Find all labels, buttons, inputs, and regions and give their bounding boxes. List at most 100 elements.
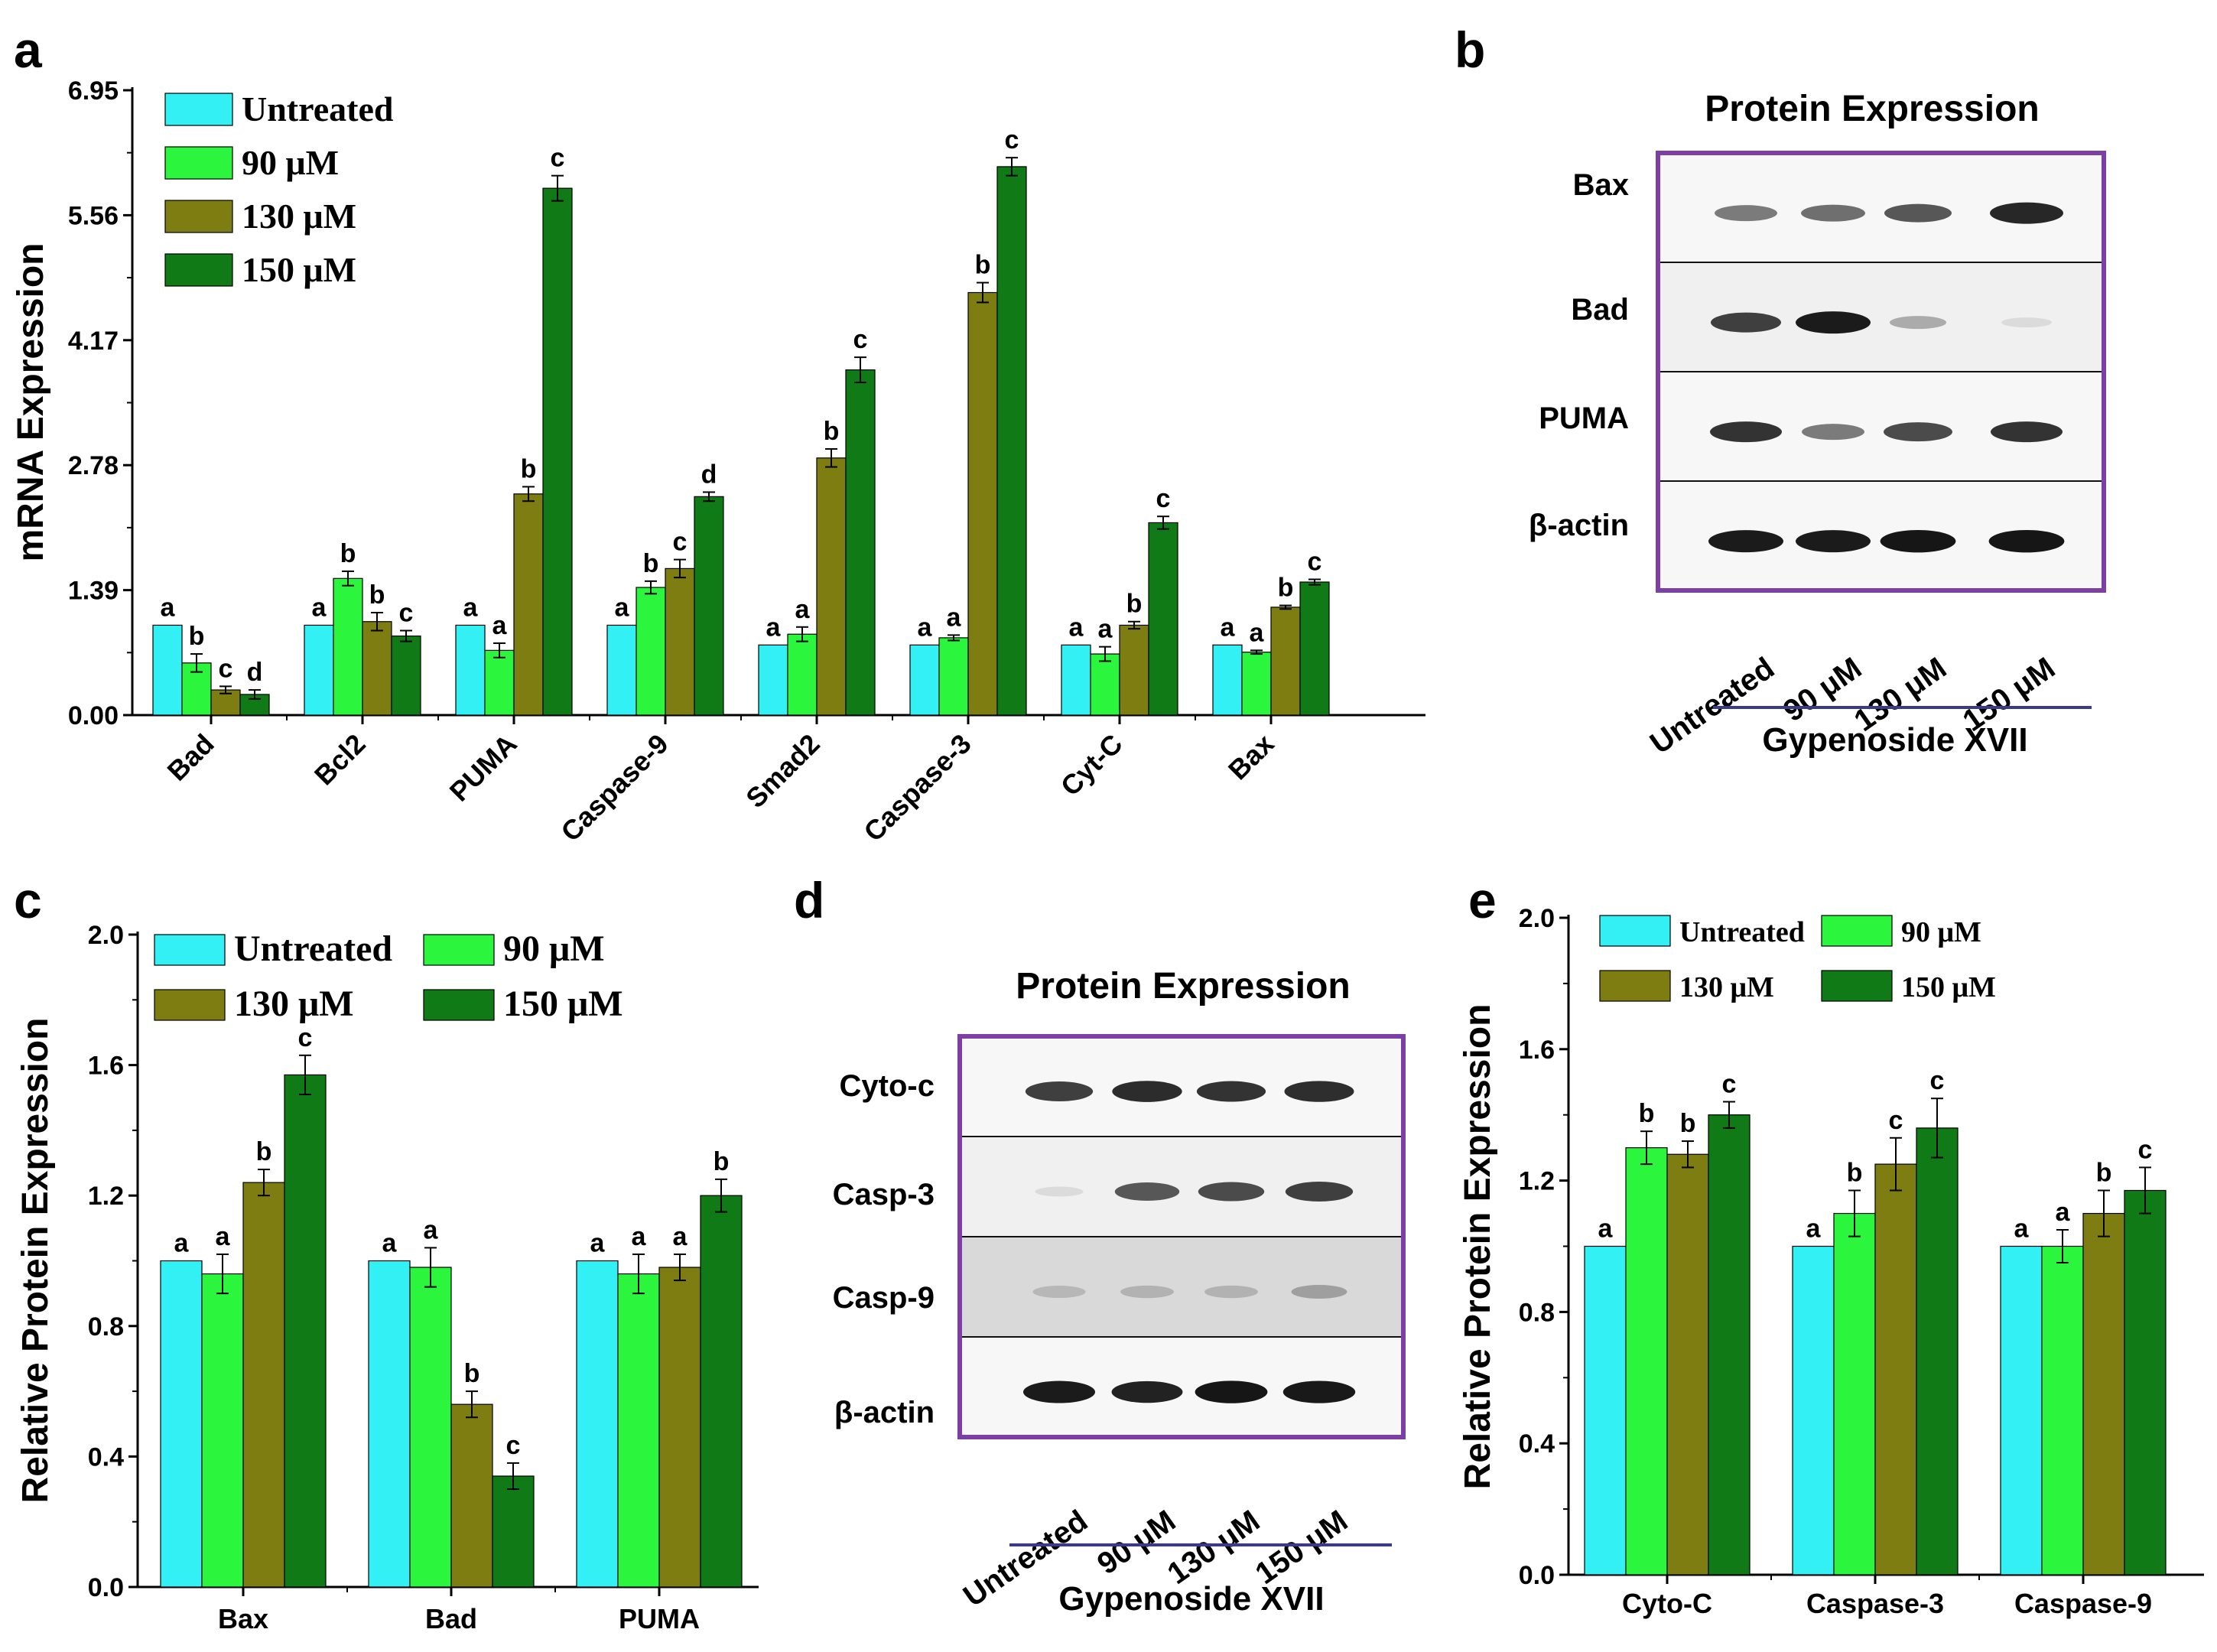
- significance-letter: a: [174, 1229, 190, 1258]
- category-label: Smad2: [740, 728, 825, 814]
- category-label: Bad: [161, 728, 220, 787]
- significance-letter: b: [340, 539, 356, 568]
- bar: [665, 567, 695, 716]
- bar: [1090, 653, 1120, 716]
- significance-letter: a: [766, 613, 782, 642]
- legend-swatch: [164, 253, 233, 287]
- y-tick-label: 0.8: [1519, 1298, 1555, 1327]
- significance-letter: a: [216, 1222, 231, 1251]
- significance-letter: a: [2014, 1215, 2030, 1244]
- significance-letter: c: [1156, 484, 1171, 513]
- category-label: Bax: [1222, 728, 1280, 786]
- significance-letter: a: [1098, 615, 1113, 644]
- bar: [996, 166, 1027, 716]
- significance-letter: a: [424, 1215, 439, 1244]
- blot-row-label: Casp-9: [833, 1281, 935, 1315]
- y-tick-label: 1.2: [1519, 1167, 1555, 1196]
- significance-letter: a: [1221, 613, 1236, 642]
- legend-swatch: [1599, 970, 1671, 1002]
- blot-row-label: Cyto-c: [840, 1069, 935, 1103]
- blot-band: [1282, 1380, 1356, 1403]
- chart-c: 0.0 0.4 0.8 1.2 1.6 2.0 Relative Protein Expre…: [15, 921, 759, 1634]
- bar: [2082, 1212, 2125, 1576]
- blot-band: [1291, 1285, 1347, 1299]
- blot-band: [1022, 1380, 1096, 1403]
- significance-letter: a: [590, 1229, 606, 1258]
- significance-letter: a: [673, 1222, 688, 1251]
- blot-d: Protein Expression Cyto-c Casp-3 Casp-9 β-ac…: [833, 966, 1406, 1618]
- bar: [513, 493, 544, 716]
- bar: [455, 624, 486, 716]
- significance-letter: b: [824, 417, 840, 446]
- significance-letter: b: [189, 622, 205, 651]
- chart-a: 0.00 1.39 2.78 4.17 5.56 6.95 mRNA Expression B…: [11, 76, 1425, 847]
- legend-label: 130 μM: [242, 197, 356, 236]
- legend-swatch: [164, 93, 233, 126]
- bar: [333, 577, 363, 716]
- legend-label: Untreated: [1679, 916, 1805, 948]
- category-label: PUMA: [444, 728, 523, 808]
- significance-letter: b: [1639, 1099, 1655, 1128]
- blot-band: [1708, 530, 1783, 553]
- category-label: Bax: [218, 1603, 268, 1634]
- blot-band: [1988, 529, 2065, 553]
- bar: [1299, 581, 1330, 716]
- y-axis-title: Relative Protein Expression: [1458, 1004, 1498, 1490]
- bar: [1061, 644, 1091, 716]
- blot-title: Protein Expression: [1016, 966, 1350, 1006]
- y-tick-label: 0.4: [88, 1442, 124, 1472]
- significance-letter: b: [975, 251, 991, 280]
- significance-letter: a: [312, 593, 327, 622]
- legend-label: 150 μM: [242, 250, 356, 289]
- blot-band: [1035, 1186, 1084, 1197]
- panel-label-d: d: [794, 872, 824, 928]
- significance-letter: b: [521, 454, 537, 483]
- blot-band: [1284, 1081, 1354, 1102]
- significance-letter: a: [382, 1229, 398, 1258]
- bar: [1708, 1114, 1751, 1576]
- blot-band: [1715, 205, 1777, 222]
- significance-letter: c: [551, 144, 565, 173]
- blot-band: [1112, 1081, 1182, 1102]
- bar: [1666, 1153, 1709, 1576]
- y-tick-label: 5.56: [68, 201, 119, 230]
- significance-letter: b: [1278, 574, 1294, 603]
- blot-band: [1802, 424, 1864, 441]
- legend-label: 150 μM: [503, 984, 623, 1024]
- bar: [1792, 1245, 1835, 1576]
- bar: [1833, 1212, 1876, 1576]
- blot-row-label: Bax: [1573, 168, 1629, 202]
- significance-letter: d: [701, 460, 717, 489]
- significance-letter: b: [714, 1147, 730, 1176]
- significance-letter: a: [947, 603, 962, 632]
- blot-band: [1195, 1380, 1268, 1403]
- significance-letter: c: [1722, 1070, 1737, 1099]
- bar: [152, 624, 183, 716]
- bar: [201, 1273, 244, 1588]
- blot-band: [1711, 312, 1781, 333]
- bar: [1625, 1147, 1668, 1576]
- bar: [1270, 606, 1301, 716]
- legend-label: 90 μM: [503, 928, 605, 969]
- chart-e: 0.0 0.4 0.8 1.2 1.6 2.0 Relative Protein Expre…: [1458, 904, 2204, 1619]
- blot-band: [1285, 1182, 1354, 1202]
- legend-label: 90 μM: [242, 143, 339, 182]
- y-tick-label: 0.8: [88, 1312, 124, 1341]
- bar: [160, 1260, 203, 1588]
- significance-letter: a: [615, 593, 630, 622]
- lane-label: 150 μM: [1250, 1504, 1354, 1591]
- blot-frame: [1656, 151, 2106, 593]
- blot-band: [1032, 1286, 1086, 1299]
- significance-letter: a: [1806, 1215, 1822, 1244]
- y-tick-label: 4.17: [68, 327, 119, 356]
- blot-band: [1114, 1182, 1180, 1202]
- blot-band: [1801, 204, 1865, 222]
- treatment-label: Gypenoside XVII: [1058, 1580, 1324, 1618]
- bar: [1874, 1163, 1917, 1576]
- legend-swatch: [423, 989, 495, 1021]
- blot-title: Protein Expression: [1705, 89, 2039, 129]
- significance-letter: c: [2138, 1135, 2153, 1164]
- category-label: Caspase-9: [2014, 1588, 2152, 1619]
- bar: [242, 1182, 285, 1588]
- category-label: Cyto-C: [1622, 1588, 1712, 1619]
